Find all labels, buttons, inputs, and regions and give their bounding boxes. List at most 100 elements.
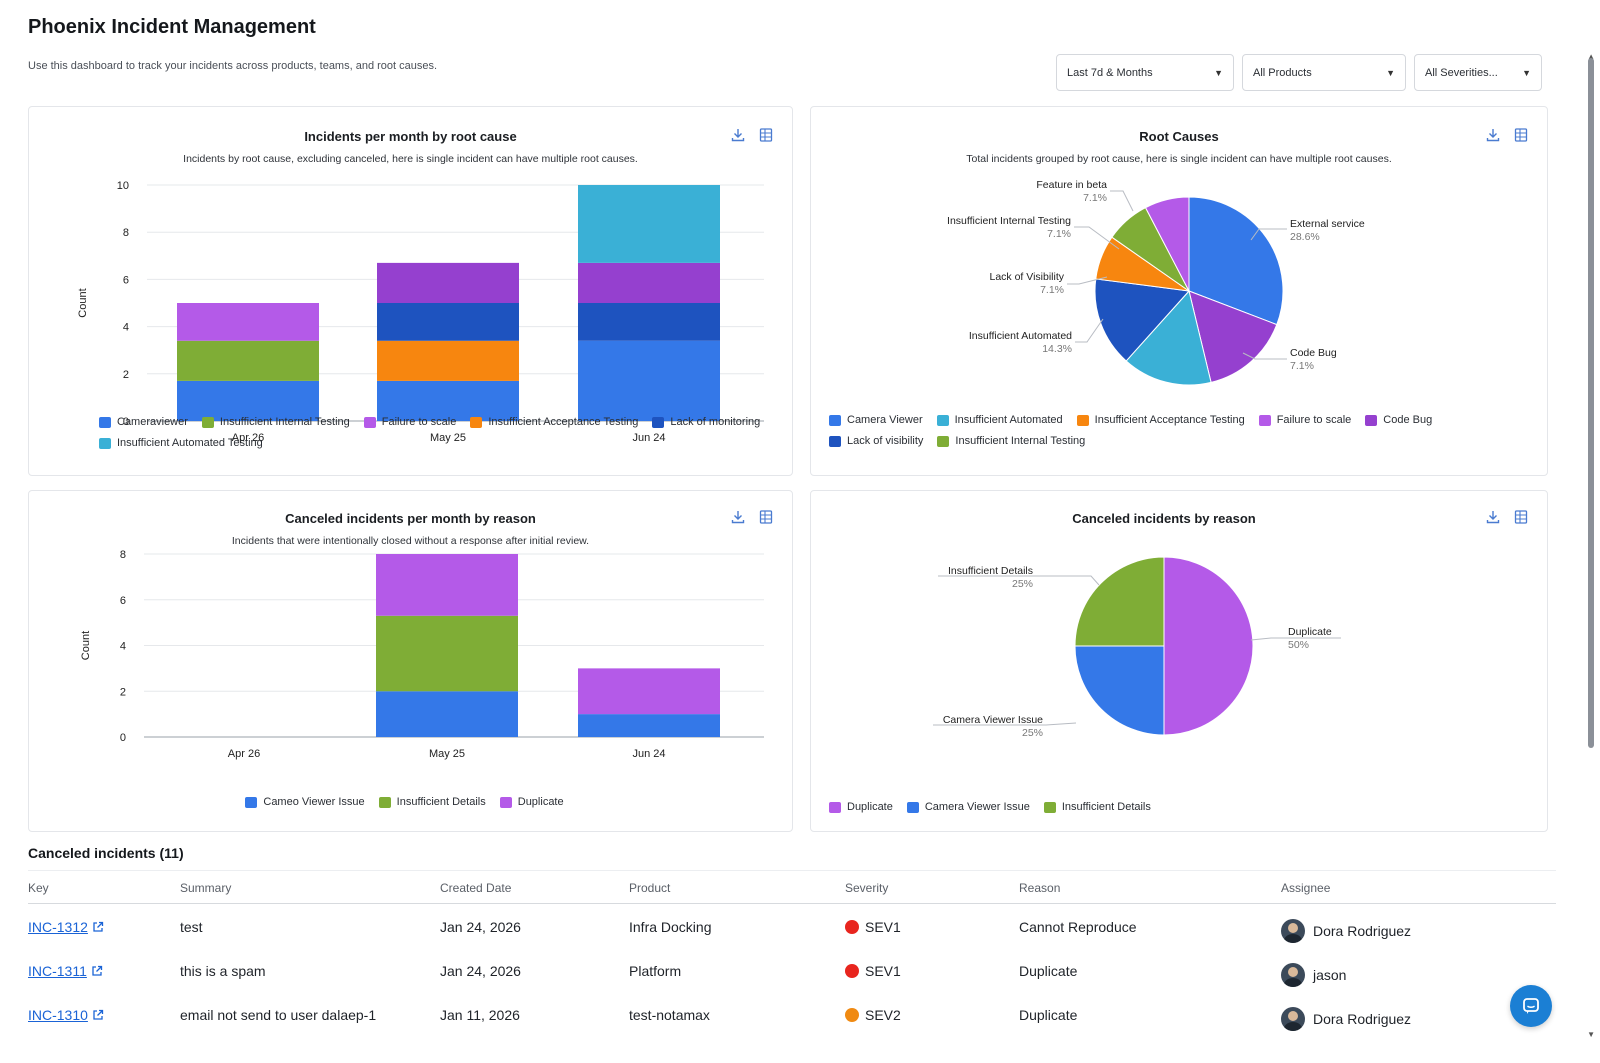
table-export-icon[interactable] [1513, 509, 1529, 525]
y-tick-label: 2 [123, 369, 129, 381]
legend-swatch [99, 416, 111, 428]
legend-item[interactable]: Insufficient Details [1043, 801, 1151, 813]
legend-swatch [829, 414, 841, 426]
incident-severity: SEV2 [845, 1007, 901, 1023]
incident-created-date: Jan 24, 2026 [440, 963, 521, 979]
download-icon[interactable] [730, 509, 746, 525]
slice-label: Insufficient Details [948, 565, 1033, 577]
incident-key[interactable]: INC-1312 [28, 919, 88, 935]
incident-key[interactable]: INC-1310 [28, 1007, 88, 1023]
incident-reason: Cannot Reproduce [1019, 919, 1137, 935]
bar-segment [578, 262, 720, 303]
legend-label: Camera Viewer Issue [924, 801, 1030, 813]
incident-key-link[interactable]: INC-1311 [28, 963, 104, 979]
legend-item[interactable]: Lack of visibility [829, 435, 923, 447]
column-header-created-date[interactable]: Created Date [440, 881, 512, 895]
download-icon[interactable] [730, 127, 746, 143]
column-header-summary[interactable]: Summary [180, 881, 232, 895]
severity-select[interactable]: All Severities... ▼ [1414, 54, 1542, 91]
bar-segment [377, 262, 519, 303]
chart-title: Canceled incidents by reason [1072, 511, 1256, 526]
table-export-icon[interactable] [758, 509, 774, 525]
y-tick-label: 8 [123, 227, 129, 239]
slice-percent: 25% [1012, 578, 1033, 590]
severity-label: SEV2 [865, 1007, 901, 1023]
legend-swatch [829, 435, 841, 447]
column-header-key[interactable]: Key [28, 881, 49, 895]
legend-item[interactable]: Insufficient Acceptance Testing [470, 416, 638, 428]
legend-item[interactable]: Failure to scale [363, 416, 456, 428]
leader-line [933, 722, 1077, 726]
legend-item[interactable]: Cameo Viewer Issue [245, 796, 365, 808]
pie-slice [1074, 556, 1165, 647]
legend-item[interactable]: Insufficient Internal Testing [201, 416, 350, 428]
legend-item[interactable]: Insufficient Automated Testing [99, 437, 263, 449]
column-header-product[interactable]: Product [629, 881, 671, 895]
scroll-up-arrow[interactable]: ▲ [1587, 52, 1595, 61]
chevron-down-icon: ▼ [1522, 67, 1531, 78]
external-link-icon [93, 921, 104, 932]
x-tick-label: Jun 24 [632, 432, 665, 444]
incident-summary: test [180, 919, 203, 935]
legend-item[interactable]: Lack of monitoring [652, 416, 760, 428]
chart-legend: Cameo Viewer Issue Insufficient Details Du… [29, 796, 794, 808]
legend-label: Insufficient Acceptance Testing [488, 416, 639, 428]
legend-swatch [937, 435, 950, 447]
table-export-icon[interactable] [1513, 127, 1529, 143]
legend-item[interactable]: Duplicate [499, 796, 564, 808]
legend-item[interactable]: Camera Viewer Issue [906, 801, 1030, 813]
slice-label: Feature in beta [1036, 179, 1107, 191]
table-export-icon[interactable] [758, 127, 774, 143]
severity-value: All Severities... [1425, 66, 1498, 79]
download-icon[interactable] [1485, 127, 1501, 143]
legend-item[interactable]: Insufficient Automated [936, 414, 1063, 426]
incident-created-date: Jan 11, 2026 [440, 1007, 520, 1023]
y-tick-label: 0 [123, 416, 129, 428]
column-header-reason[interactable]: Reason [1019, 881, 1061, 895]
legend-item[interactable]: Duplicate [829, 801, 893, 813]
slice-percent: 7.1% [1083, 192, 1107, 204]
external-link-icon [93, 1009, 104, 1020]
incident-key-link[interactable]: INC-1310 [28, 1007, 105, 1023]
scrollbar-thumb[interactable] [1588, 58, 1594, 748]
product-select[interactable]: All Products ▼ [1242, 54, 1406, 91]
legend-item[interactable]: Cameraviewer [99, 416, 188, 428]
bar-segment [377, 303, 519, 341]
incident-severity: SEV1 [845, 963, 901, 979]
legend-swatch [1365, 414, 1378, 426]
scroll-down-arrow[interactable]: ▼ [1587, 1030, 1595, 1039]
column-header-severity[interactable]: Severity [845, 881, 889, 895]
legend-swatch [245, 796, 258, 808]
legend-label: Duplicate [847, 801, 893, 813]
slice-label: Insufficient Automated [969, 330, 1072, 342]
legend-item[interactable]: Insufficient Internal Testing [937, 435, 1085, 447]
slice-percent: 7.1% [1290, 360, 1314, 372]
slice-percent: 28.6% [1290, 231, 1320, 243]
chart-legend: Duplicate Camera Viewer Issue Insufficient… [829, 801, 1529, 813]
date-range-select[interactable]: Last 7d & Months ▼ [1056, 54, 1234, 91]
slice-percent: 50% [1288, 639, 1309, 651]
legend-item[interactable]: Failure to scale [1258, 414, 1351, 426]
legend-item[interactable]: Camera Viewer [829, 414, 923, 426]
column-header-assignee[interactable]: Assignee [1281, 881, 1331, 895]
chart-subtitle: Incidents that were intentionally closed… [231, 535, 590, 547]
download-icon[interactable] [1485, 509, 1501, 525]
leader-line [1067, 276, 1108, 285]
bar-segment [376, 554, 518, 616]
bar-segment [578, 185, 720, 263]
table-row[interactable]: INC-1310 email not send to user dalaep-1… [28, 992, 1556, 1036]
chevron-down-icon: ▼ [1214, 67, 1223, 78]
table-row[interactable]: INC-1311 this is a spam Jan 24, 2026 Pla… [28, 948, 1556, 992]
bar-segment [578, 303, 720, 341]
x-tick-label: Apr 26 [228, 748, 260, 760]
chat-button[interactable] [1510, 985, 1552, 1027]
incident-key-link[interactable]: INC-1312 [28, 919, 105, 935]
incident-key[interactable]: INC-1311 [28, 963, 87, 979]
bar-segment [177, 340, 319, 381]
table-row[interactable]: INC-1312 test Jan 24, 2026 Infra Docking… [28, 904, 1556, 948]
x-tick-label: May 25 [429, 748, 465, 760]
legend-item[interactable]: Code Bug [1365, 414, 1432, 426]
legend-item[interactable]: Insufficient Details [378, 796, 486, 808]
legend-item[interactable]: Insufficient Acceptance Testing [1076, 414, 1245, 426]
